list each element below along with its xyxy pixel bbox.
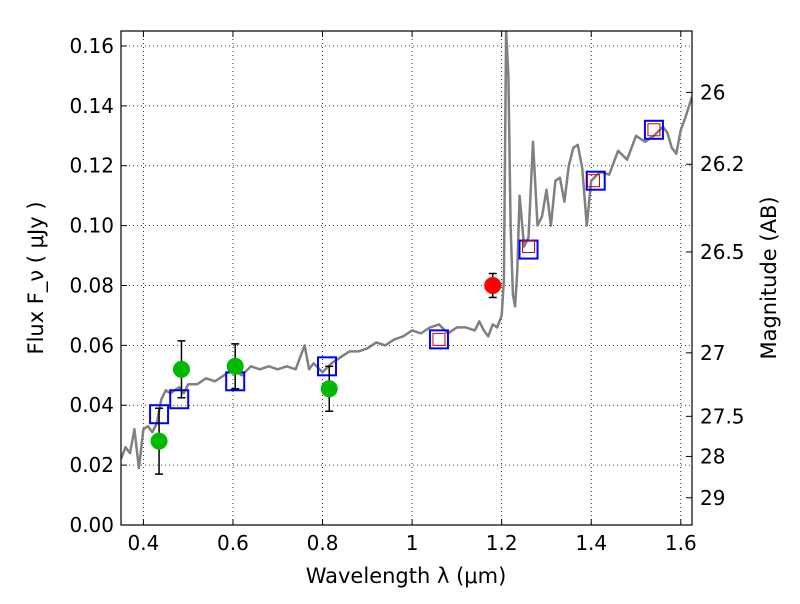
x-tick-label: 1 (406, 531, 419, 555)
x-tick-label: 0.8 (307, 531, 339, 555)
x-tick-label: 1.6 (665, 531, 697, 555)
filter-square-point (586, 174, 600, 188)
observed-point (226, 357, 244, 375)
right-tick-label: 29 (700, 486, 725, 510)
y-tick-label: 0.10 (69, 214, 114, 238)
x-tick-label: 0.6 (217, 531, 249, 555)
right-tick-label: 28 (700, 444, 725, 468)
model-square-point (169, 389, 190, 410)
data-series (121, 31, 692, 470)
observed-point (172, 360, 190, 378)
model-square-point (643, 119, 664, 140)
spectrum-line (121, 31, 692, 470)
model-square-point (428, 329, 449, 350)
right-tick-label: 27 (700, 341, 725, 365)
right-tick-label: 26.5 (700, 240, 745, 264)
x-tick-label: 1.2 (486, 531, 518, 555)
y-tick-label: 0.00 (69, 513, 114, 537)
model-square-point (317, 356, 338, 377)
y-tick-label: 0.12 (69, 154, 114, 178)
model-square-point (585, 170, 606, 191)
y-tick-label: 0.14 (69, 94, 114, 118)
axis-ticks: 0.4 0.6 0.8 1 1.2 1.4 1.6 0.00 0.02 0.04 0.06 0.08 0… (69, 31, 745, 555)
right-tick-label: 26 (700, 80, 725, 104)
right-axis-title: Magnitude (AB) (757, 196, 781, 359)
filter-square-point (522, 240, 536, 254)
observed-point (484, 276, 502, 294)
filter-square-point (432, 332, 446, 346)
x-tick-label: 1.4 (575, 531, 607, 555)
x-tick-label: 0.4 (127, 531, 159, 555)
x-axis-title: Wavelength λ (μm) (306, 564, 507, 588)
observed-point (150, 432, 168, 450)
y-tick-label: 0.02 (69, 453, 114, 477)
right-tick-label: 26.2 (700, 152, 745, 176)
plot-background (121, 31, 692, 525)
y-axis-title: Flux F_ν ( μJy ) (24, 201, 49, 354)
data-markers (149, 119, 664, 475)
y-tick-label: 0.08 (69, 273, 114, 297)
y-tick-label: 0.04 (69, 393, 114, 417)
y-tick-label: 0.16 (69, 34, 114, 58)
plot-frame (120, 30, 693, 526)
y-tick-label: 0.06 (69, 333, 114, 357)
observed-point (320, 380, 338, 398)
filter-square-point (647, 123, 661, 137)
right-tick-label: 27.5 (700, 404, 745, 428)
